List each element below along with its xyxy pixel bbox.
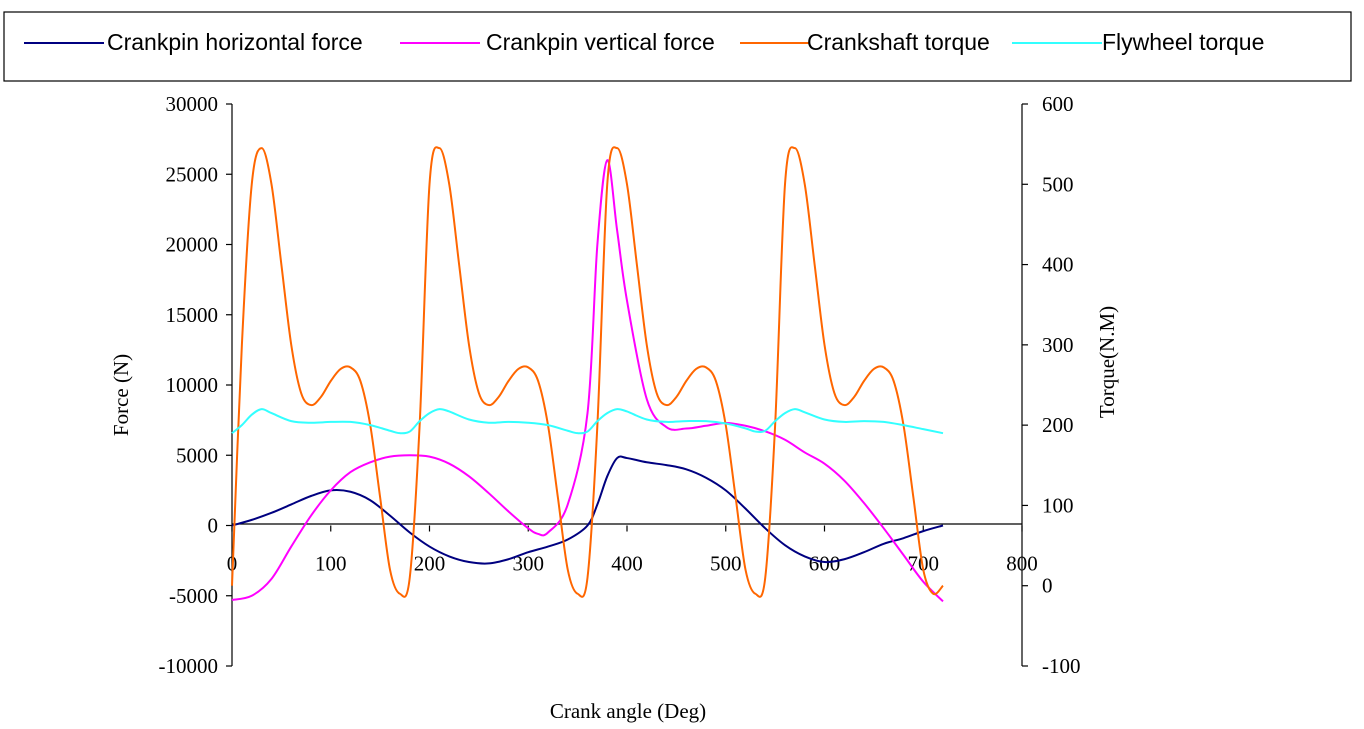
y-ticks-left: -10000 -5000 0 5000 10000 15000 20000 25000 3000… bbox=[159, 92, 232, 678]
x-tick-label-3: 300 bbox=[513, 552, 545, 576]
legend-box bbox=[3, 11, 1352, 82]
y-tick-label-5: 15000 bbox=[166, 303, 219, 327]
y2-tick-label-2: 100 bbox=[1042, 493, 1074, 517]
series-line-3 bbox=[231, 408, 944, 435]
y2-tick-label-1: 0 bbox=[1042, 574, 1053, 598]
y2-tick-label-4: 300 bbox=[1042, 333, 1074, 357]
x-tick-label-4: 400 bbox=[611, 552, 643, 576]
legend-label-0: Crankpin horizontal force bbox=[107, 29, 363, 55]
legend: Crankpin horizontal force Crankpin verti… bbox=[3, 11, 1352, 82]
y-tick-label-0: -10000 bbox=[159, 654, 219, 678]
x-axis-title: Crank angle (Deg) bbox=[550, 699, 706, 723]
x-tick-label-8: 800 bbox=[1006, 552, 1038, 576]
y-tick-label-7: 25000 bbox=[166, 162, 219, 186]
y-axis-title: Force (N) bbox=[109, 354, 133, 436]
legend-label-2: Crankshaft torque bbox=[807, 29, 990, 55]
legend-label-1: Crankpin vertical force bbox=[486, 29, 715, 55]
x-tick-label-5: 500 bbox=[710, 552, 742, 576]
y2-tick-label-5: 400 bbox=[1042, 253, 1074, 277]
x-ticks: 0 100 200 300 400 500 600 700 800 bbox=[227, 525, 1038, 576]
series-line-2 bbox=[231, 146, 944, 598]
legend-label-3: Flywheel torque bbox=[1102, 29, 1264, 55]
y-tick-label-8: 30000 bbox=[166, 92, 219, 116]
series-lines bbox=[231, 146, 944, 603]
x-tick-label-1: 100 bbox=[315, 552, 347, 576]
y2-axis-title: Torque(N.M) bbox=[1095, 306, 1119, 418]
y-tick-label-4: 10000 bbox=[166, 373, 219, 397]
x-tick-label-2: 200 bbox=[414, 552, 446, 576]
y2-tick-label-7: 600 bbox=[1042, 92, 1074, 116]
x-tick-label-6: 600 bbox=[809, 552, 841, 576]
y2-tick-label-6: 500 bbox=[1042, 172, 1074, 196]
y2-tick-label-0: -100 bbox=[1042, 654, 1081, 678]
y-tick-label-2: 0 bbox=[208, 514, 219, 538]
y-tick-label-6: 20000 bbox=[166, 233, 219, 257]
series-line-1 bbox=[231, 159, 944, 603]
series-line-0 bbox=[231, 455, 944, 565]
y2-tick-label-3: 200 bbox=[1042, 413, 1074, 437]
y-ticks-right: -100 0 100 200 300 400 500 600 bbox=[1022, 92, 1081, 678]
y-tick-label-1: -5000 bbox=[169, 584, 218, 608]
y-tick-label-3: 5000 bbox=[176, 443, 218, 467]
